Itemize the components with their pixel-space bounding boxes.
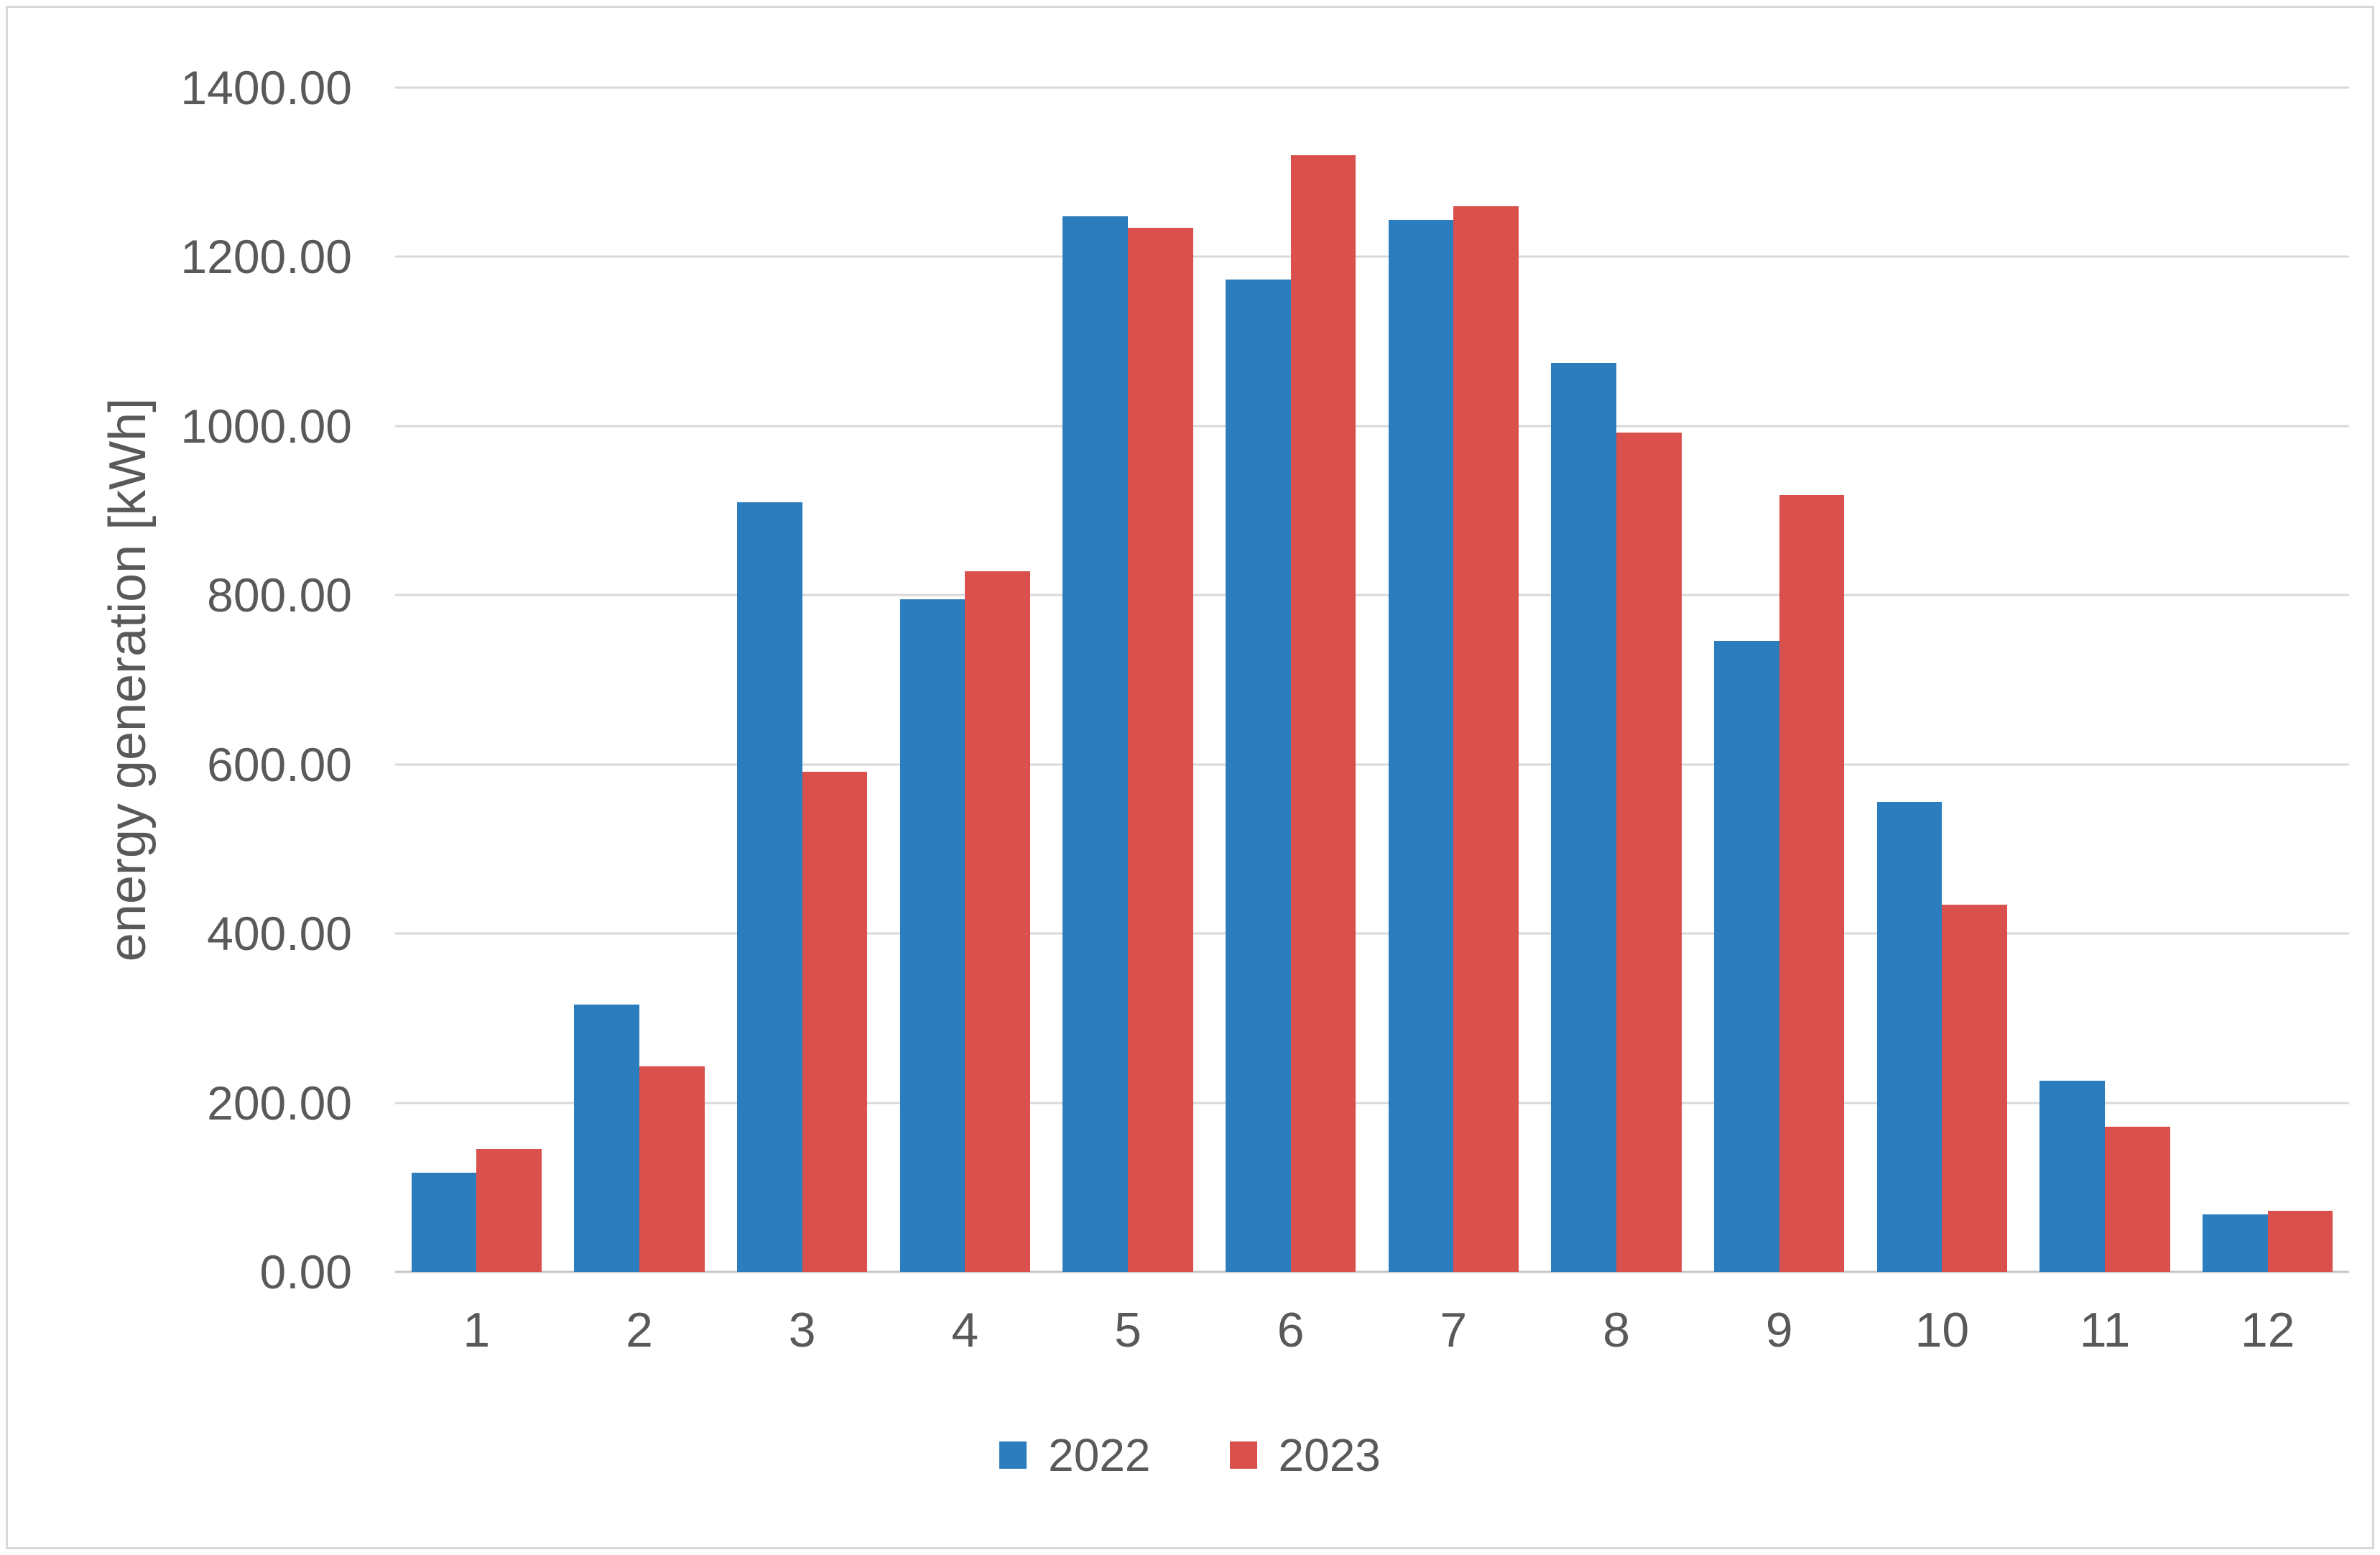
bar-2022-month-7 <box>1388 219 1454 1272</box>
chart-border-frame <box>6 6 2374 1549</box>
gridline-400 <box>395 932 2349 935</box>
bar-group-month-7 <box>1372 88 1535 1272</box>
x-tick-label-10: 10 <box>1914 1303 1970 1357</box>
plot-area <box>395 86 2349 1273</box>
bar-group-month-5 <box>1047 88 1210 1272</box>
gridline-1400 <box>395 86 2349 89</box>
bar-2023-month-1 <box>476 1149 542 1272</box>
legend-label-2023: 2023 <box>1278 1429 1381 1481</box>
x-tick-label-2: 2 <box>626 1303 653 1357</box>
bar-2023-month-12 <box>2267 1211 2333 1272</box>
bar-2023-month-11 <box>2104 1126 2170 1272</box>
bar-group-month-12 <box>2186 88 2349 1272</box>
y-tick-label-0: 0.00 <box>259 1245 352 1298</box>
bar-2023-month-3 <box>802 772 868 1272</box>
x-tick-label-8: 8 <box>1603 1303 1630 1357</box>
gridline-600 <box>395 763 2349 766</box>
gridline-200 <box>395 1102 2349 1104</box>
legend-item-2022: 2022 <box>999 1429 1151 1482</box>
bar-2023-month-9 <box>1779 495 1845 1272</box>
bar-group-month-3 <box>721 88 884 1272</box>
bar-2023-month-5 <box>1127 228 1193 1272</box>
y-tick-label-200: 200.00 <box>207 1076 352 1130</box>
bar-group-month-10 <box>1861 88 2024 1272</box>
gridline-0 <box>395 1270 2349 1273</box>
y-tick-label-800: 800.00 <box>207 568 352 622</box>
bar-group-month-9 <box>1698 88 1861 1272</box>
bar-2022-month-2 <box>574 1005 639 1272</box>
y-axis-tick-labels: 0.00 200.00 400.00 600.00 800.00 1000.00 1200.… <box>0 61 352 1298</box>
bar-2023-month-4 <box>965 571 1030 1272</box>
x-tick-label-11: 11 <box>2079 1303 2131 1357</box>
x-tick-label-5: 5 <box>1114 1303 1142 1357</box>
bar-2022-month-12 <box>2203 1214 2268 1272</box>
bar-group-month-2 <box>558 88 721 1272</box>
bar-group-month-8 <box>1535 88 1698 1272</box>
y-tick-label-400: 400.00 <box>207 907 352 961</box>
gridline-1000 <box>395 425 2349 428</box>
bar-2022-month-3 <box>737 502 802 1272</box>
legend: 2022 2023 <box>0 1424 2380 1486</box>
bar-2022-month-6 <box>1226 280 1291 1272</box>
bar-2023-month-10 <box>1942 905 2007 1272</box>
legend-marker-2022 <box>999 1441 1027 1469</box>
x-tick-label-4: 4 <box>951 1303 979 1357</box>
bar-2022-month-5 <box>1062 216 1128 1272</box>
bar-group-month-4 <box>884 88 1047 1272</box>
bar-2023-month-7 <box>1453 206 1519 1272</box>
x-tick-label-6: 6 <box>1277 1303 1305 1357</box>
legend-label-2022: 2022 <box>1048 1429 1151 1481</box>
bar-2022-month-8 <box>1551 362 1616 1272</box>
x-tick-label-3: 3 <box>788 1303 816 1357</box>
gridline-800 <box>395 594 2349 596</box>
bar-2022-month-11 <box>2039 1080 2105 1272</box>
x-tick-label-1: 1 <box>463 1303 491 1357</box>
legend-marker-2023 <box>1229 1441 1257 1469</box>
legend-item-2023: 2023 <box>1229 1429 1381 1482</box>
bar-group-month-11 <box>2024 88 2187 1272</box>
x-tick-label-9: 9 <box>1765 1303 1793 1357</box>
bar-2023-month-2 <box>639 1066 705 1272</box>
x-axis-labels: 1 2 3 4 5 6 7 8 9 10 11 12 <box>395 1302 2349 1395</box>
x-tick-label-12: 12 <box>2240 1303 2295 1357</box>
gridline-1200 <box>395 255 2349 258</box>
bar-2022-month-4 <box>899 599 966 1272</box>
y-tick-label-1400: 1400.00 <box>180 61 352 114</box>
bar-group-month-6 <box>1209 88 1372 1272</box>
bar-group-month-1 <box>395 88 558 1272</box>
bar-2022-month-1 <box>411 1173 477 1272</box>
bar-2023-month-8 <box>1616 433 1682 1272</box>
y-tick-label-1000: 1000.00 <box>180 399 352 453</box>
bar-2023-month-6 <box>1290 155 1356 1272</box>
x-tick-label-7: 7 <box>1440 1303 1468 1357</box>
bar-2022-month-10 <box>1876 801 1943 1272</box>
y-tick-label-600: 600.00 <box>207 737 352 791</box>
y-tick-label-1200: 1200.00 <box>180 230 352 284</box>
bar-2022-month-9 <box>1714 640 1779 1272</box>
